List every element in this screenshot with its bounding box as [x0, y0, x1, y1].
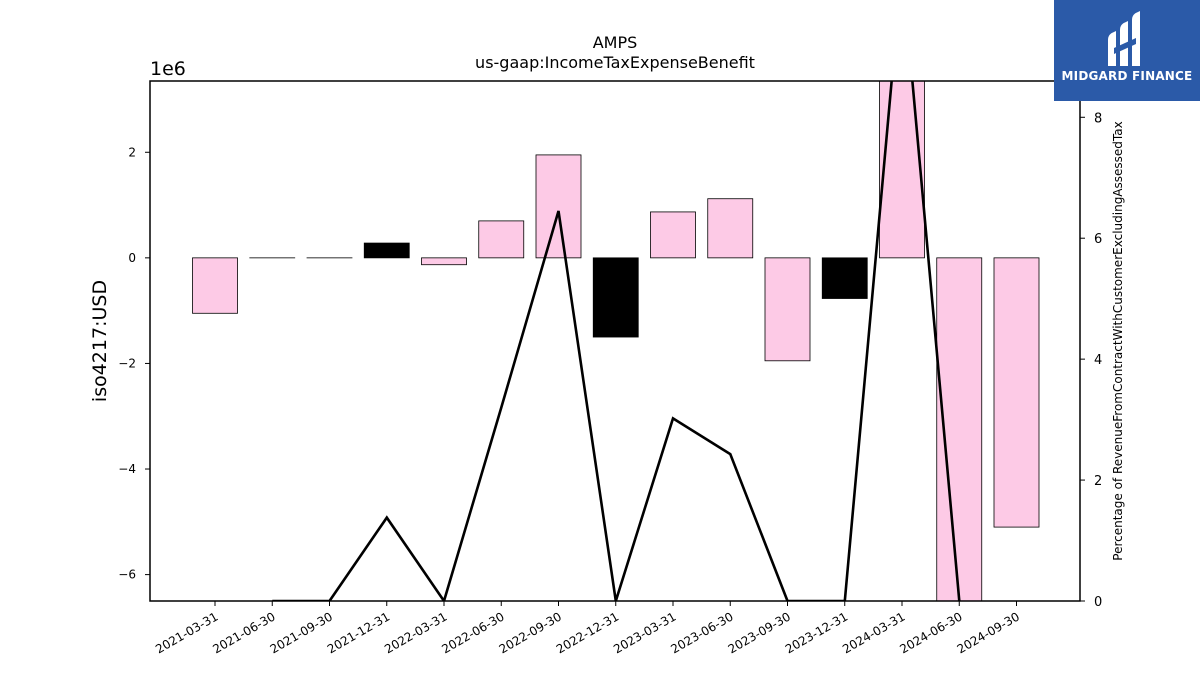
bar-2022-12-31 [592, 257, 639, 338]
y-axis-label: iso4217:USD [89, 280, 111, 402]
x-tick-label: 2022-12-31 [554, 609, 621, 656]
y2-tick-label: 4 [1094, 353, 1102, 368]
brand-logo: MIDGARD FINANCE [1054, 0, 1200, 101]
x-tick-label: 2023-03-31 [611, 609, 678, 656]
bar-2021-12-31 [363, 242, 410, 259]
x-tick-label: 2021-03-31 [153, 609, 220, 656]
y-tick-label: −2 [118, 356, 136, 370]
line-group [272, 81, 961, 601]
x-axis-ticks: 2021-03-312021-06-302021-09-302021-12-31… [153, 601, 1022, 656]
bar-2021-03-31 [192, 257, 238, 314]
y-tick-label: 0 [128, 251, 136, 265]
x-tick-label: 2022-03-31 [382, 609, 449, 656]
chart-subtitle: us-gaap:IncomeTaxExpenseBenefit [475, 53, 755, 72]
logo-mark-icon [1108, 11, 1140, 66]
bar-2023-03-31 [650, 211, 696, 259]
x-tick-label: 2024-03-31 [840, 609, 907, 656]
x-tick-label: 2022-06-30 [439, 609, 506, 656]
x-tick-label: 2023-09-30 [726, 609, 793, 656]
bar-2023-09-30 [764, 257, 811, 362]
chart-title: AMPS [593, 33, 638, 52]
x-tick-label: 2023-06-30 [668, 609, 735, 656]
y-offset-label: 1e6 [150, 58, 186, 80]
y-tick-label: −4 [118, 462, 136, 476]
x-tick-label: 2021-09-30 [268, 609, 335, 656]
bar-2022-06-30 [478, 220, 525, 259]
line-series-segment-0 [272, 81, 961, 601]
logo-text: MIDGARD FINANCE [1061, 69, 1193, 83]
bar-2023-12-31 [821, 257, 868, 299]
y-axis-ticks: −6 −4 −2 0 2 [118, 145, 150, 582]
x-tick-label: 2022-09-30 [497, 609, 564, 656]
y2-axis-label: Percentage of RevenueFromContractWithCus… [1111, 121, 1125, 560]
x-tick-label: 2021-12-31 [325, 609, 392, 656]
bar-2022-09-30 [535, 154, 582, 259]
y2-tick-label: 6 [1094, 232, 1102, 247]
bar-group [192, 81, 1040, 601]
bar-2023-06-30 [707, 198, 754, 259]
y-tick-label: 2 [128, 145, 136, 159]
x-tick-label: 2023-12-31 [783, 609, 850, 656]
y2-tick-label: 0 [1094, 595, 1102, 610]
plot-frame [149, 80, 1081, 602]
y2-tick-label: 2 [1094, 474, 1102, 489]
x-tick-label: 2024-09-30 [955, 609, 1022, 656]
bar-2024-03-31 [879, 81, 925, 259]
bar-2022-03-31 [421, 257, 467, 266]
y2-tick-label: 8 [1094, 111, 1102, 126]
y-tick-label: −6 [118, 568, 136, 582]
bar-2024-09-30 [993, 257, 1040, 528]
x-tick-label: 2024-06-30 [897, 609, 964, 656]
x-tick-label: 2021-06-30 [210, 609, 277, 656]
y2-axis-ticks: 0 2 4 6 8 [1080, 111, 1102, 610]
